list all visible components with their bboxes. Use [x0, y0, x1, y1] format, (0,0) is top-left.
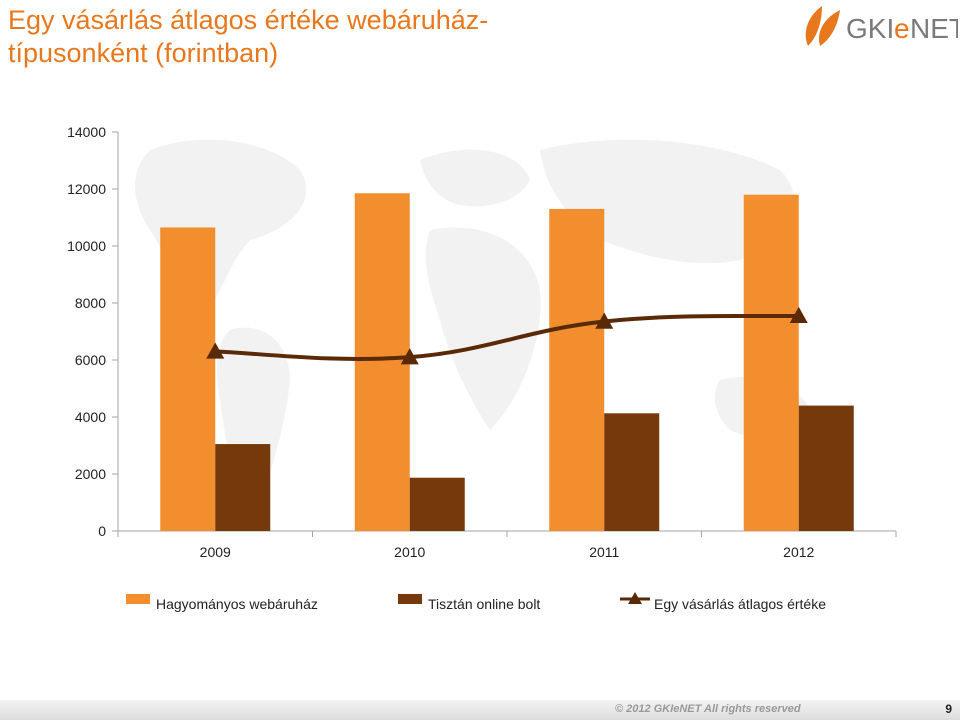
gkienet-logo: GKI e NET: [805, 6, 958, 46]
y-tick-label: 6000: [75, 352, 106, 368]
legend-label: Hagyományos webáruház: [156, 596, 318, 612]
y-tick-label: 2000: [75, 466, 106, 482]
x-tick-label: 2012: [783, 544, 814, 560]
copyright-text: © 2012 GKIeNET All rights reserved: [615, 703, 801, 715]
svg-text:NET: NET: [910, 13, 958, 44]
slide-title: Egy vásárlás átlagos értéke webáruház-tí…: [8, 5, 489, 68]
average-value-line: [215, 313, 799, 361]
bar-traditional: [160, 227, 216, 531]
y-tick-label: 4000: [75, 409, 106, 425]
bar-online: [215, 444, 271, 531]
chart: 0 2000 4000 6000 8000 10000 12000 14000 2009 2010…: [67, 124, 897, 612]
bar-traditional: [743, 194, 799, 531]
average-value-marker: [595, 312, 614, 329]
bar-online: [604, 413, 660, 531]
y-tick-label: 14000: [67, 124, 106, 140]
average-value-marker: [400, 348, 419, 365]
svg-text:e: e: [894, 13, 910, 44]
y-tick-label: 8000: [75, 295, 106, 311]
x-tick-label: 2010: [394, 544, 425, 560]
x-tick-label: 2011: [589, 544, 619, 560]
svg-text:GKI: GKI: [846, 13, 894, 44]
y-tick-label: 12000: [67, 181, 106, 197]
legend-marker: [628, 592, 642, 604]
bar-traditional: [354, 193, 410, 531]
y-tick-label: 10000: [67, 238, 106, 254]
average-value-marker: [789, 306, 808, 324]
bar-online: [409, 477, 465, 531]
legend-label: Tisztán online bolt: [428, 596, 540, 612]
page-number: 9: [945, 702, 952, 716]
bar-online: [798, 405, 854, 531]
footer-bar: © 2012 GKIeNET All rights reserved 9: [0, 700, 960, 720]
legend-swatch: [126, 594, 150, 604]
legend-swatch: [398, 594, 422, 604]
average-value-marker: [206, 342, 225, 359]
y-tick-label: 0: [98, 523, 106, 539]
x-tick-label: 2009: [200, 544, 231, 560]
legend-label: Egy vásárlás átlagos értéke: [654, 596, 826, 612]
bar-traditional: [549, 208, 605, 531]
